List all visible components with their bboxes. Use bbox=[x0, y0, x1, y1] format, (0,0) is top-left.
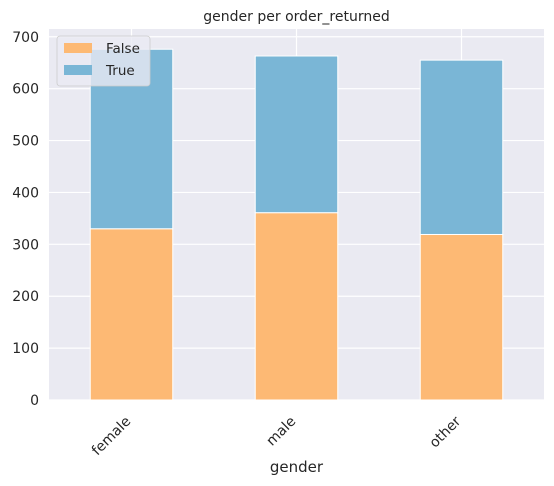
y-tick-label: 200 bbox=[12, 289, 39, 305]
legend-swatch-true bbox=[64, 65, 92, 75]
x-tick-label: male bbox=[263, 414, 299, 450]
legend-swatch-false bbox=[64, 43, 92, 53]
y-tick-label: 0 bbox=[30, 393, 39, 409]
bar-false-female bbox=[89, 228, 174, 401]
x-tick-label: other bbox=[427, 413, 465, 451]
bar-false-other bbox=[419, 233, 504, 401]
bars bbox=[89, 48, 504, 401]
y-tick-label: 300 bbox=[12, 237, 39, 253]
bar-true-other bbox=[419, 59, 504, 235]
legend: False True bbox=[56, 35, 151, 87]
x-axis: female male other bbox=[89, 413, 465, 459]
y-tick-label: 500 bbox=[12, 134, 39, 150]
y-tick-label: 400 bbox=[12, 185, 39, 201]
legend-label-true: True bbox=[105, 63, 135, 79]
y-axis: 0 100 200 300 400 500 600 700 bbox=[12, 30, 39, 409]
chart-title: gender per order_returned bbox=[203, 9, 389, 25]
x-tick-label: female bbox=[89, 414, 134, 459]
bar-true-male bbox=[254, 55, 339, 214]
bar-false-male bbox=[254, 212, 339, 401]
legend-label-false: False bbox=[106, 41, 140, 57]
y-tick-label: 700 bbox=[12, 30, 39, 46]
x-axis-label: gender bbox=[270, 458, 324, 476]
y-tick-label: 600 bbox=[12, 82, 39, 98]
y-tick-label: 100 bbox=[12, 341, 39, 357]
